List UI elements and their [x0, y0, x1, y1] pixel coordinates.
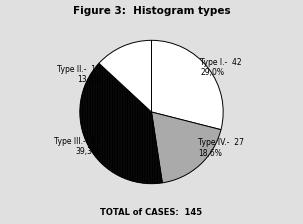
Text: Type II.-  19
13,1%: Type II.- 19 13,1% [58, 65, 101, 84]
Wedge shape [80, 63, 162, 184]
Text: Type I.-  42
29,0%: Type I.- 42 29,0% [200, 58, 242, 77]
Text: TOTAL of CASES:  145: TOTAL of CASES: 145 [100, 208, 203, 217]
Wedge shape [152, 112, 221, 183]
Text: Type III.-  57
39,3%: Type III.- 57 39,3% [54, 137, 100, 156]
Wedge shape [99, 40, 152, 112]
Text: Type IV.-  27
18,6%: Type IV.- 27 18,6% [198, 138, 244, 157]
Wedge shape [152, 40, 223, 130]
Title: Figure 3:  Histogram types: Figure 3: Histogram types [73, 6, 230, 16]
